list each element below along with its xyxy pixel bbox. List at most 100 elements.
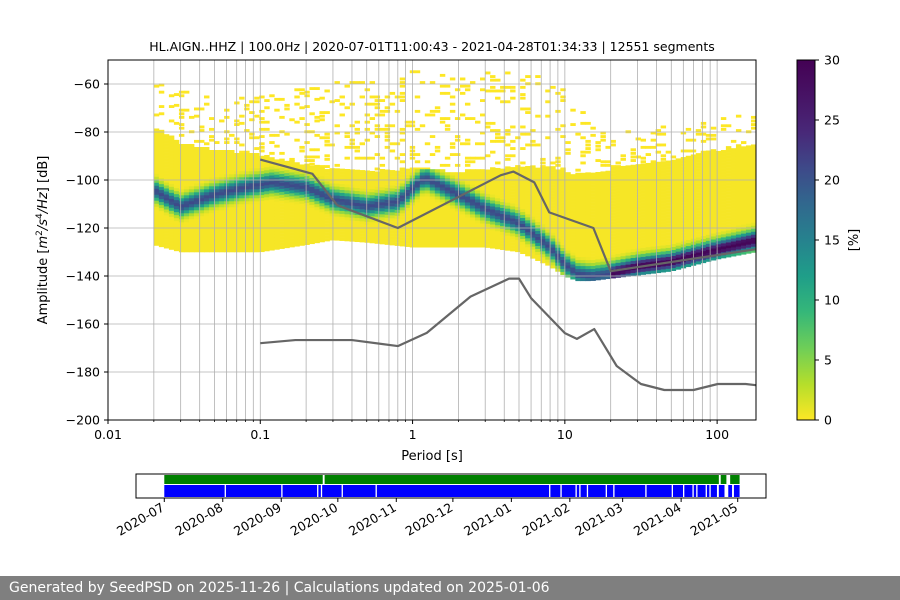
density-cell bbox=[495, 179, 501, 184]
colorbar-gradient bbox=[797, 60, 815, 420]
density-cell bbox=[530, 234, 536, 238]
density-cell bbox=[259, 200, 265, 205]
density-cell-rare bbox=[168, 94, 175, 98]
density-cell bbox=[630, 272, 636, 277]
density-cell bbox=[168, 156, 175, 160]
density-cell bbox=[520, 169, 526, 173]
density-cell-rare bbox=[299, 91, 305, 95]
density-cell bbox=[249, 219, 255, 223]
density-cell bbox=[199, 180, 205, 184]
density-cell bbox=[625, 273, 631, 277]
density-cell bbox=[485, 229, 491, 233]
density-cell bbox=[284, 184, 290, 189]
density-cell bbox=[720, 180, 727, 184]
density-cell bbox=[545, 196, 551, 200]
density-cell bbox=[244, 225, 250, 229]
density-cell bbox=[359, 215, 365, 219]
density-cell bbox=[249, 207, 255, 211]
density-cell bbox=[605, 188, 611, 193]
density-cell bbox=[535, 206, 541, 210]
density-cell bbox=[540, 214, 546, 219]
density-cell bbox=[274, 231, 280, 235]
density-cell bbox=[500, 177, 506, 181]
density-cell bbox=[520, 205, 526, 209]
density-cell bbox=[429, 220, 436, 224]
density-cell bbox=[414, 223, 421, 227]
density-cell bbox=[520, 241, 526, 245]
density-cell bbox=[239, 246, 245, 250]
density-cell bbox=[705, 231, 712, 235]
density-cell bbox=[575, 190, 581, 195]
density-cell bbox=[590, 208, 596, 212]
density-cell bbox=[274, 225, 280, 229]
density-cell bbox=[439, 220, 446, 224]
density-cell bbox=[575, 253, 581, 258]
density-cell bbox=[620, 252, 626, 257]
density-cell-rare bbox=[630, 148, 636, 152]
density-cell bbox=[359, 236, 365, 240]
density-cell bbox=[339, 174, 345, 178]
density-cell bbox=[530, 213, 536, 217]
density-cell bbox=[304, 238, 310, 242]
density-cell bbox=[655, 191, 662, 196]
density-cell bbox=[309, 168, 315, 173]
density-cell-rare bbox=[660, 154, 667, 158]
density-cell bbox=[279, 158, 285, 162]
density-cell bbox=[645, 162, 652, 167]
density-cell bbox=[585, 205, 591, 210]
density-cell bbox=[640, 166, 647, 170]
density-cell-rare bbox=[464, 142, 471, 146]
density-cell bbox=[294, 180, 300, 184]
density-cell bbox=[560, 259, 566, 263]
density-cell-rare bbox=[635, 137, 641, 141]
density-cell bbox=[490, 194, 496, 198]
density-cell bbox=[229, 210, 235, 214]
density-cell-rare bbox=[399, 95, 406, 99]
density-cell-rare bbox=[354, 120, 360, 124]
density-cell bbox=[264, 160, 270, 165]
density-cell-rare bbox=[424, 167, 431, 171]
density-cell bbox=[173, 238, 180, 243]
density-cell bbox=[650, 243, 657, 247]
density-cell bbox=[444, 244, 451, 248]
density-cell-rare bbox=[359, 81, 365, 84]
density-cell bbox=[309, 195, 315, 200]
density-cell bbox=[404, 174, 411, 178]
density-cell bbox=[404, 237, 411, 241]
density-cell bbox=[640, 172, 647, 176]
density-cell bbox=[705, 216, 712, 220]
density-cell bbox=[695, 207, 702, 211]
density-cell bbox=[580, 244, 586, 249]
density-cell bbox=[575, 235, 581, 240]
density-cell bbox=[625, 207, 631, 211]
density-cell bbox=[384, 217, 391, 221]
density-cell bbox=[730, 202, 737, 206]
density-cell bbox=[183, 207, 190, 211]
density-cell bbox=[715, 150, 722, 155]
density-cell bbox=[239, 207, 245, 211]
density-cell bbox=[700, 172, 707, 177]
density-cell bbox=[469, 184, 476, 188]
density-cell bbox=[239, 201, 245, 205]
density-cell bbox=[284, 211, 290, 216]
density-cell bbox=[745, 184, 752, 188]
density-cell bbox=[454, 181, 461, 185]
density-cell bbox=[229, 219, 235, 223]
density-cell bbox=[705, 234, 712, 238]
density-cell bbox=[515, 248, 521, 253]
density-cell bbox=[274, 216, 280, 220]
density-cell bbox=[158, 168, 165, 173]
density-cell bbox=[254, 165, 260, 169]
density-cell bbox=[168, 237, 175, 241]
density-cell bbox=[354, 205, 360, 210]
density-cell bbox=[239, 240, 245, 244]
density-cell bbox=[269, 163, 275, 167]
density-cell bbox=[540, 211, 546, 216]
density-cell bbox=[500, 201, 506, 205]
density-cell bbox=[655, 266, 662, 271]
density-cell bbox=[705, 201, 712, 205]
density-cell bbox=[540, 235, 546, 240]
density-cell bbox=[249, 189, 255, 193]
density-cell bbox=[730, 157, 737, 161]
density-cell bbox=[239, 237, 245, 241]
